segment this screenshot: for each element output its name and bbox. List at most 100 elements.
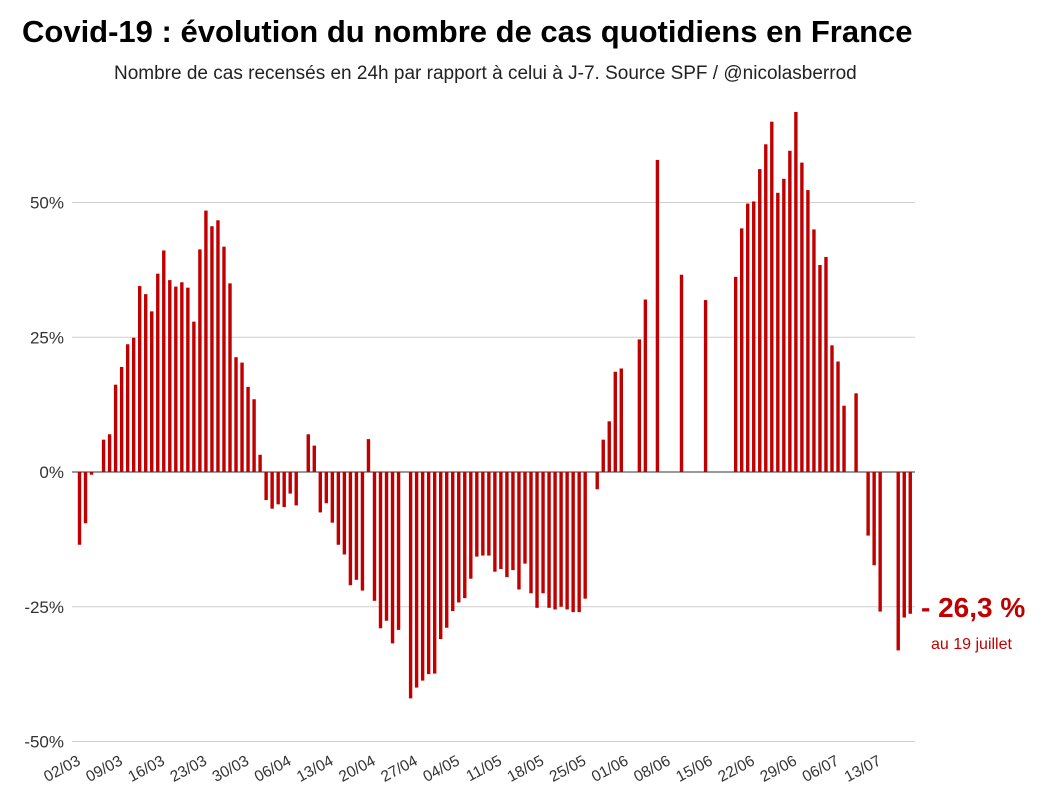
bar: [258, 454, 262, 472]
bar: [180, 282, 184, 472]
bar: [553, 472, 557, 610]
bar: [806, 190, 810, 472]
bar: [228, 283, 232, 472]
bar: [565, 472, 569, 610]
bar: [119, 366, 124, 472]
bar: [571, 472, 575, 613]
bar: [306, 434, 310, 472]
bar: [192, 321, 196, 472]
bar: [174, 286, 178, 472]
bar: [770, 121, 774, 473]
bar: [89, 472, 94, 475]
y-tick-label: 50%: [30, 194, 64, 213]
bar: [408, 472, 413, 699]
bar: [138, 286, 142, 472]
bar: [83, 472, 88, 524]
bar: [324, 472, 329, 504]
x-axis-tick-labels: 02/03 09/03 16/03 23/03 30/03 06/04 13/04 20/04…: [41, 752, 884, 785]
latest-value-date: au 19 juillet: [931, 636, 1012, 653]
bar: [240, 362, 244, 472]
x-tick-label: 08/06: [631, 753, 673, 786]
bar: [101, 439, 106, 472]
bar: [842, 405, 846, 472]
bar: [854, 393, 858, 472]
bar: [607, 421, 611, 472]
bar: [294, 472, 298, 506]
bar: [451, 472, 455, 612]
bar: [113, 384, 118, 472]
latest-value-callout: - 26,3 %: [921, 592, 1026, 623]
x-tick-label: 23/03: [168, 753, 210, 786]
bar: [902, 472, 906, 618]
bar: [499, 472, 503, 570]
bar: [493, 472, 497, 572]
bar: [505, 472, 509, 578]
bar: [547, 472, 551, 608]
bar: [830, 345, 834, 472]
bar: [360, 472, 365, 591]
y-axis-tick-labels: 50% 25% 0% -25% -50%: [24, 194, 64, 752]
x-tick-label: 25/05: [547, 753, 589, 786]
bar: [107, 434, 112, 472]
bar: [583, 472, 587, 599]
x-tick-label: 18/05: [505, 753, 547, 786]
bar: [372, 472, 377, 601]
bar: [764, 144, 768, 473]
bar: [782, 178, 786, 472]
bar: [836, 361, 840, 472]
bar: [378, 472, 383, 629]
bar: [637, 339, 642, 472]
bar: [487, 472, 491, 556]
y-tick-label: 0%: [39, 463, 64, 482]
bar: [613, 371, 617, 472]
bar: [264, 472, 268, 501]
bar: [384, 472, 389, 621]
x-tick-label: 29/06: [758, 753, 800, 786]
bar: [794, 111, 798, 472]
bar: [445, 472, 449, 628]
bar: [475, 472, 479, 557]
bar: [216, 220, 220, 472]
chart-subtitle: Nombre de cas recensés en 24h par rappor…: [114, 63, 857, 84]
bar: [426, 472, 431, 675]
bar: [168, 280, 172, 472]
bar: [439, 472, 443, 640]
bar: [535, 472, 539, 608]
x-tick-label: 09/03: [83, 753, 125, 786]
bar: [336, 472, 341, 545]
bar: [252, 399, 256, 473]
chart-title: Covid-19 : évolution du nombre de cas qu…: [22, 14, 913, 49]
x-tick-label: 16/03: [125, 753, 167, 786]
bar: [432, 472, 437, 674]
x-tick-label: 06/07: [800, 753, 842, 786]
bar: [872, 472, 876, 566]
bar: [131, 337, 136, 472]
bar: [746, 203, 750, 472]
bar: [342, 472, 347, 555]
bar: [390, 472, 395, 644]
bar: [511, 472, 515, 571]
bar: [595, 472, 599, 490]
bar: [776, 192, 780, 473]
bar: [457, 472, 461, 603]
bar: [330, 472, 335, 523]
bar: [162, 250, 166, 472]
x-tick-label: 22/06: [715, 753, 757, 786]
bar: [481, 472, 485, 556]
x-tick-label: 04/05: [420, 753, 462, 786]
bar: [703, 300, 708, 472]
bar: [818, 265, 822, 472]
bar: [282, 472, 286, 508]
x-tick-label: 13/07: [842, 753, 884, 786]
bar: [577, 472, 581, 613]
bar: [348, 472, 353, 586]
bar: [204, 210, 208, 472]
y-tick-label: 25%: [30, 328, 64, 347]
bar: [643, 299, 648, 472]
bar: [740, 228, 744, 472]
bar: [878, 472, 882, 612]
bar: [396, 472, 401, 630]
x-tick-label: 13/04: [294, 752, 337, 785]
bar: [812, 229, 816, 472]
